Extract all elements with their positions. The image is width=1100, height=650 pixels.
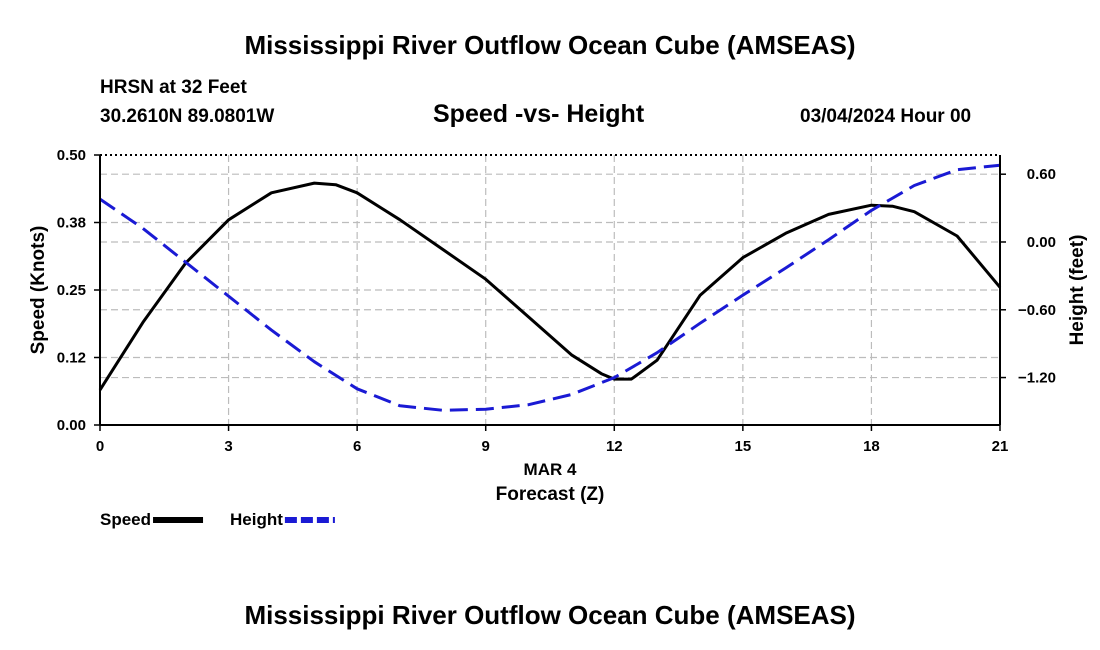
x-tick-label: 3 (224, 438, 232, 455)
axis-layer (94, 154, 1006, 431)
y-tick-label: 0.25 (57, 282, 86, 299)
legend-label-height: Height (230, 510, 283, 529)
y2-tick-label: 0.00 (1027, 234, 1056, 251)
coordinates-label: 30.2610N 89.0801W (100, 106, 275, 127)
y2-axis-label: Height (feet) (1067, 235, 1088, 346)
legend-layer: Speed Height (100, 510, 335, 529)
x-axis-label: Forecast (Z) (496, 484, 605, 505)
x-tick-label: 12 (606, 438, 623, 455)
y2-tick-label: 0.60 (1027, 166, 1056, 183)
x-tick-label: 9 (482, 438, 490, 455)
forecast-date: 03/04/2024 Hour 00 (800, 106, 972, 127)
x-axis-date-label: MAR 4 (524, 460, 577, 479)
y-tick-label: 0.38 (57, 215, 86, 232)
grid-layer (100, 155, 1000, 425)
y-tick-label: 0.00 (57, 417, 86, 434)
station-label: HRSN at 32 Feet (100, 77, 247, 98)
x-tick-label: 6 (353, 438, 361, 455)
label-layer: 0 3 6 9 12 15 18 21 0.00 0.12 0.25 0.38 0.50 0.60 0.00… (28, 147, 1088, 505)
y-axis-label: Speed (Knots) (28, 226, 49, 355)
x-tick-label: 18 (863, 438, 880, 455)
series-line-height (99, 163, 1001, 412)
y2-tick-label: −1.20 (1018, 370, 1056, 387)
x-tick-label: 0 (96, 438, 104, 455)
x-tick-label: 15 (735, 438, 752, 455)
legend-label-speed: Speed (100, 510, 151, 529)
footer-title: Mississippi River Outflow Ocean Cube (AM… (244, 600, 856, 630)
y2-tick-label: −0.60 (1018, 302, 1056, 319)
y-tick-label: 0.50 (57, 147, 86, 164)
series-line-speed (98, 181, 1002, 391)
chart-title: Speed -vs- Height (433, 100, 645, 128)
series-layer (98, 163, 1002, 412)
x-tick-label: 21 (992, 438, 1009, 455)
page-title: Mississippi River Outflow Ocean Cube (AM… (244, 30, 856, 60)
y-tick-label: 0.12 (57, 350, 86, 367)
